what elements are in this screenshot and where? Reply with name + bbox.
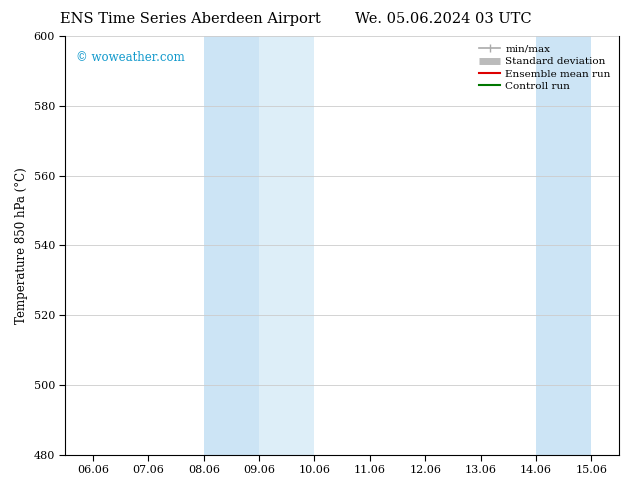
Text: © woweather.com: © woweather.com: [77, 51, 185, 64]
Y-axis label: Temperature 850 hPa (°C): Temperature 850 hPa (°C): [15, 167, 28, 324]
Text: ENS Time Series Aberdeen Airport: ENS Time Series Aberdeen Airport: [60, 12, 321, 26]
Text: We. 05.06.2024 03 UTC: We. 05.06.2024 03 UTC: [356, 12, 532, 26]
Bar: [536, 36, 592, 455]
Bar: [259, 36, 314, 455]
Legend: min/max, Standard deviation, Ensemble mean run, Controll run: min/max, Standard deviation, Ensemble me…: [476, 41, 614, 94]
Bar: [204, 36, 259, 455]
